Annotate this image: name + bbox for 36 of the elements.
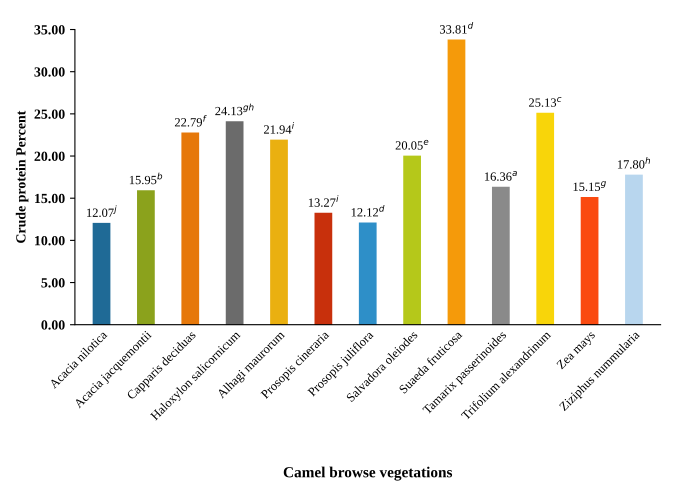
y-tick-label: 30.00 — [34, 67, 65, 77]
y-tick-label: 35.00 — [34, 25, 65, 35]
bar — [181, 132, 200, 325]
data-label: 17.80$^{h}$ — [618, 157, 650, 169]
x-axis-title: Camel browse vegetations — [284, 466, 452, 481]
bar — [625, 174, 643, 325]
data-label: 25.13$^{c}$ — [529, 96, 562, 107]
data-label: 12.07$^{j}$ — [87, 205, 117, 217]
bar — [226, 121, 244, 325]
data-label: 24.13$^{gh}$ — [215, 104, 254, 116]
data-label: 12.12$^{d}$ — [352, 204, 384, 217]
bar — [536, 112, 554, 325]
y-tick-label: 10.00 — [35, 236, 65, 246]
data-label: 22.79$^{f}$ — [174, 114, 207, 127]
bar — [92, 222, 110, 325]
y-tick-label: 20.00 — [34, 152, 65, 162]
y-tick-label: 15.00 — [35, 194, 65, 204]
data-label: 13.27$^{i}$ — [308, 195, 338, 207]
y-tick-label: 0.00 — [41, 320, 65, 330]
data-label: 15.15$^{g}$ — [574, 181, 606, 192]
bar — [137, 190, 155, 325]
data-label: 16.36$^{a}$ — [484, 170, 517, 181]
bar — [314, 212, 332, 325]
y-axis-title: Crude protein Percent — [16, 110, 28, 243]
bar — [448, 40, 466, 325]
data-label: 15.95$^{b}$ — [130, 172, 162, 184]
bar — [403, 156, 421, 325]
bar — [270, 140, 288, 325]
bar — [492, 186, 510, 325]
data-label: 20.05$^{e}$ — [396, 140, 428, 150]
data-label: 21.94$^{i}$ — [264, 122, 294, 134]
bar — [358, 222, 377, 325]
bar — [580, 196, 598, 325]
data-label: 33.81$^{d}$ — [440, 22, 474, 34]
y-tick-label: 25.00 — [34, 109, 65, 119]
y-tick-label: 5.00 — [41, 278, 65, 288]
